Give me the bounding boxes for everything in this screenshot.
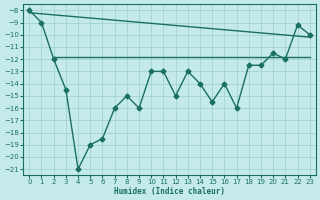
X-axis label: Humidex (Indice chaleur): Humidex (Indice chaleur) xyxy=(114,187,225,196)
